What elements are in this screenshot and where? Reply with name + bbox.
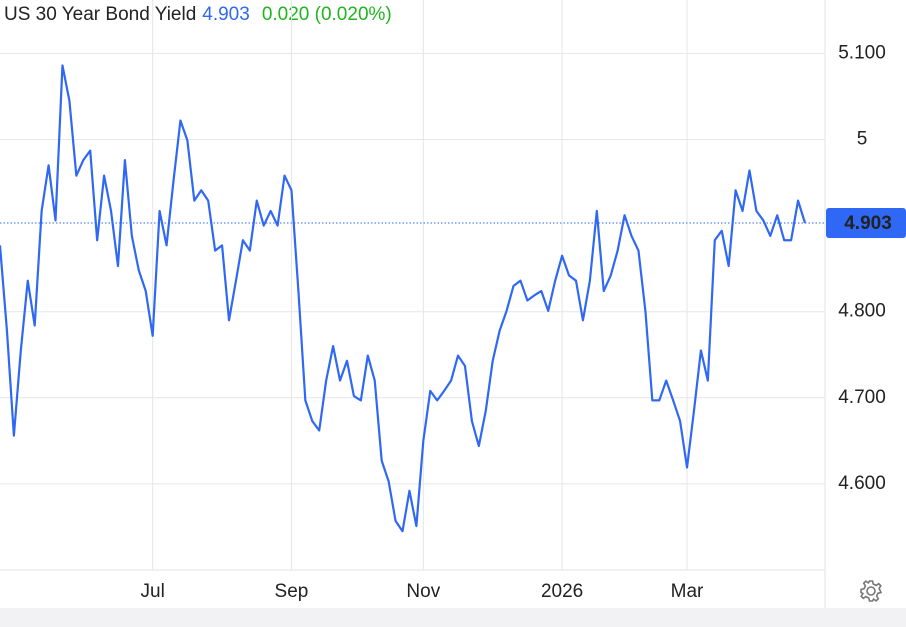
gear-outline [860,580,883,602]
x-tick-label: Nov [406,581,440,602]
x-tick-label: 2026 [541,581,583,602]
line-series [0,64,807,533]
header-price: 4.903 [202,4,250,25]
chart-title: US 30 Year Bond Yield [4,4,196,25]
y-tick-label: 5 [857,129,868,150]
x-tick-label: Jul [141,581,165,602]
y-tick-label: 4.800 [838,301,886,322]
x-tick-label: Mar [671,581,704,602]
current-value-label: 4.903 [844,213,892,234]
y-tick-label: 4.600 [838,473,886,494]
chart-header: US 30 Year Bond Yield 4.903 0.020 (0.020%) [4,4,392,25]
current-value-tag [826,208,906,239]
x-tick-label: Sep [275,581,309,602]
footer-strip [0,608,906,627]
header-change: 0.020 (0.020%) [262,4,392,25]
gear-hub [866,586,876,596]
y-tick-label: 5.100 [838,42,886,63]
y-tick-label: 4.700 [838,387,886,408]
settings-icon[interactable] [860,580,883,602]
